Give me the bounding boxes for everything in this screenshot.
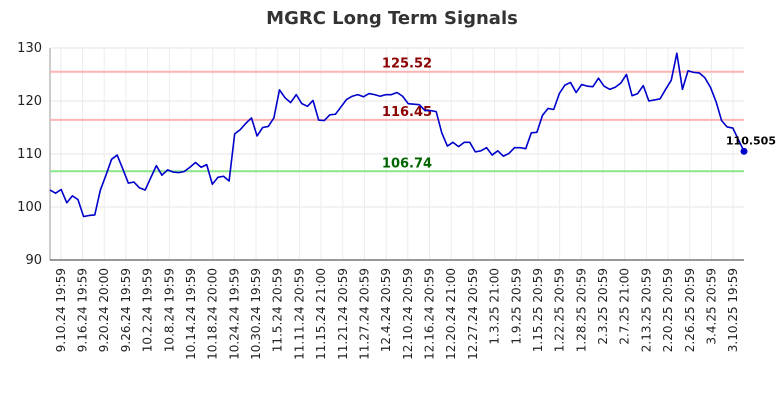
x-tick-label: 1.15.25 20:59 [531,268,545,352]
x-tick-label: 10.24.24 19:59 [227,268,241,360]
x-tick-label: 1.3.25 21:00 [488,268,502,345]
series-line [49,52,745,218]
x-tick-label: 3.4.25 20:59 [704,268,718,345]
x-tick-label: 1.9.25 20:59 [509,268,523,345]
x-tick-label: 9.20.24 20:00 [97,268,111,352]
x-tick-label: 11.21.24 20:59 [336,268,350,360]
x-tick-label: 10.18.24 20:00 [206,268,220,360]
chart-title: MGRC Long Term Signals [266,8,518,29]
x-tick-label: 2.13.25 20:59 [639,268,653,352]
x-tick-label: 2.26.25 20:59 [683,268,697,352]
x-tick-label: 11.11.24 20:59 [292,268,306,360]
x-tick-label: 10.14.24 19:59 [184,268,198,360]
x-tick-label: 12.10.24 20:59 [401,268,415,360]
x-tick-label: 10.2.24 19:59 [141,268,155,352]
reference-line-label: 125.52 [382,57,432,72]
x-tick-label: 1.22.25 20:59 [553,268,567,352]
last-value-label: 110.505 [726,134,776,147]
x-tick-label: 11.15.24 21:00 [314,268,328,360]
reference-line-label: 106.74 [382,156,432,171]
reference-line-label: 116.45 [382,105,432,120]
y-tick-label: 120 [17,94,42,109]
x-tick-label: 9.16.24 19:59 [76,268,90,352]
x-tick-label: 12.4.24 20:59 [379,268,393,352]
y-tick-label: 110 [17,147,42,162]
x-tick-label: 12.16.24 20:59 [423,268,437,360]
x-tick-label: 9.10.24 19:59 [54,268,68,352]
x-tick-label: 9.26.24 19:59 [119,268,133,352]
x-tick-label: 11.27.24 20:59 [357,268,371,360]
x-tick-label: 10.30.24 19:59 [249,268,263,360]
x-tick-label: 2.20.25 20:59 [661,268,675,352]
x-tick-label: 11.5.24 20:59 [271,268,285,352]
x-tick-label: 3.10.25 19:59 [726,268,740,352]
last-point-marker [740,147,748,155]
x-tick-label: 2.7.25 21:00 [618,268,632,345]
x-tick-label: 10.8.24 19:59 [162,268,176,352]
x-tick-label: 12.27.24 20:59 [466,268,480,360]
y-tick-label: 100 [17,200,42,215]
y-tick-label: 90 [25,253,42,268]
x-tick-label: 1.28.25 20:59 [574,268,588,352]
x-tick-label: 2.3.25 20:59 [596,268,610,345]
x-tick-label: 12.20.24 21:00 [444,268,458,360]
y-tick-label: 130 [17,41,42,56]
